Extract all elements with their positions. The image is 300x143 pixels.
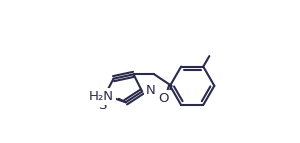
Text: S: S — [99, 99, 107, 112]
Text: H₂N: H₂N — [89, 90, 114, 103]
Text: O: O — [159, 92, 169, 105]
Text: N: N — [146, 84, 155, 97]
